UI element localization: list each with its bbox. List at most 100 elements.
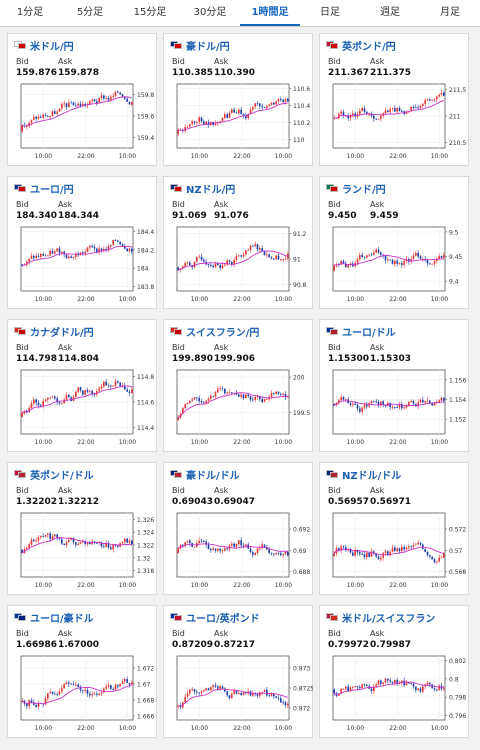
currency-card[interactable]: 英ポンド/円 Bid Ask 211.367 211.375 211.5 211 210.5 1… bbox=[319, 33, 469, 166]
y-tick-label: 0.57 bbox=[449, 548, 463, 555]
currency-card[interactable]: ユーロ/豪ドル Bid Ask 1.66986 1.67000 1.672 1.67 1.66… bbox=[7, 605, 157, 738]
bid-value: 0.87209 bbox=[172, 640, 213, 650]
bid-label: Bid bbox=[328, 57, 341, 66]
bid-value: 1.32202 bbox=[16, 497, 57, 507]
pair-name[interactable]: 米ドル/スイスフラン bbox=[342, 614, 436, 625]
ask-label: Ask bbox=[214, 343, 229, 352]
y-tick-label: 1.32 bbox=[137, 555, 151, 562]
y-tick-label: 1.318 bbox=[137, 568, 154, 575]
x-tick-label: 22:00 bbox=[389, 725, 406, 732]
currency-card[interactable]: カナダドル/円 Bid Ask 114.798 114.804 114.8 114.6 114… bbox=[7, 319, 157, 452]
price-chart: 110.6 110.4 110.2 110 10:00 22:00 10:00 bbox=[176, 83, 310, 160]
pair-name[interactable]: ユーロ/豪ドル bbox=[30, 614, 94, 625]
y-tick-label: 0.872 bbox=[293, 706, 310, 713]
pair-name[interactable]: 英ポンド/ドル bbox=[30, 471, 94, 482]
pair-name[interactable]: 米ドル/円 bbox=[30, 42, 74, 53]
flag-icon bbox=[14, 327, 26, 335]
ask-label: Ask bbox=[214, 57, 229, 66]
tab-6[interactable]: 日足 bbox=[320, 7, 340, 18]
x-tick-label: 10:00 bbox=[35, 153, 52, 160]
bid-value: 199.890 bbox=[172, 354, 213, 364]
x-tick-label: 10:00 bbox=[119, 582, 136, 589]
currency-card[interactable]: 豪ドル/ドル Bid Ask 0.69043 0.69047 0.692 0.69 0.688… bbox=[163, 462, 313, 595]
flag-icon bbox=[326, 327, 338, 335]
x-tick-label: 22:00 bbox=[233, 725, 250, 732]
y-tick-label: 211.5 bbox=[449, 87, 466, 94]
currency-card[interactable]: ユーロ/ドル Bid Ask 1.15300 1.15303 1.156 1.154 1.15… bbox=[319, 319, 469, 452]
y-tick-label: 159.4 bbox=[137, 135, 154, 142]
x-tick-label: 10:00 bbox=[347, 296, 364, 303]
ask-label: Ask bbox=[370, 200, 385, 209]
x-tick-label: 10:00 bbox=[431, 725, 448, 732]
y-tick-label: 9.4 bbox=[449, 279, 459, 286]
y-tick-label: 211 bbox=[449, 114, 461, 121]
price-chart: 159.8 159.6 159.4 10:00 22:00 10:00 bbox=[20, 83, 154, 160]
y-tick-label: 199.5 bbox=[293, 410, 310, 417]
x-tick-label: 10:00 bbox=[191, 296, 208, 303]
flag-icon bbox=[14, 184, 26, 192]
tab-3[interactable]: 15分足 bbox=[133, 7, 167, 18]
x-tick-label: 10:00 bbox=[119, 153, 136, 160]
price-chart: 9.5 9.45 9.4 10:00 22:00 10:00 bbox=[332, 226, 463, 303]
bid-label: Bid bbox=[172, 200, 185, 209]
y-tick-label: 184 bbox=[137, 266, 149, 273]
x-tick-label: 10:00 bbox=[35, 725, 52, 732]
x-tick-label: 10:00 bbox=[35, 296, 52, 303]
ask-value: 184.344 bbox=[58, 211, 99, 221]
pair-name[interactable]: 豪ドル/ドル bbox=[186, 471, 240, 482]
y-tick-label: 0.873 bbox=[293, 666, 310, 673]
pair-name[interactable]: ランド/円 bbox=[342, 185, 386, 196]
pair-name[interactable]: カナダドル/円 bbox=[30, 328, 94, 339]
y-tick-label: 91 bbox=[293, 257, 301, 264]
ask-value: 0.87217 bbox=[214, 640, 255, 650]
x-tick-label: 22:00 bbox=[77, 439, 94, 446]
x-tick-label: 10:00 bbox=[431, 439, 448, 446]
x-tick-label: 10:00 bbox=[35, 439, 52, 446]
currency-card[interactable]: ランド/円 Bid Ask 9.450 9.459 9.5 9.45 9.4 10:00 22:0… bbox=[319, 176, 469, 309]
x-tick-label: 10:00 bbox=[119, 439, 136, 446]
x-tick-label: 22:00 bbox=[233, 153, 250, 160]
ask-value: 91.076 bbox=[214, 211, 249, 221]
currency-card[interactable]: 米ドル/スイスフラン Bid Ask 0.79972 0.79987 0.802 0.8 0.… bbox=[319, 605, 469, 738]
y-tick-label: 200 bbox=[293, 375, 305, 382]
tab-8[interactable]: 月足 bbox=[440, 7, 460, 18]
y-tick-label: 114.4 bbox=[137, 425, 154, 432]
y-tick-label: 183.8 bbox=[137, 284, 154, 291]
bid-value: 114.798 bbox=[16, 354, 57, 364]
x-tick-label: 10:00 bbox=[347, 153, 364, 160]
ask-label: Ask bbox=[58, 629, 73, 638]
bid-label: Bid bbox=[16, 200, 29, 209]
bid-value: 9.450 bbox=[328, 211, 357, 221]
currency-card[interactable]: スイスフラン/円 Bid Ask 199.890 199.906 200 199.5 10:0… bbox=[163, 319, 313, 452]
pair-name[interactable]: NZドル/円 bbox=[186, 185, 236, 196]
pair-name[interactable]: ユーロ/英ポンド bbox=[186, 614, 260, 625]
ask-value: 0.56971 bbox=[370, 497, 411, 507]
currency-card[interactable]: ユーロ/円 Bid Ask 184.340 184.344 184.4 184.2 184 18… bbox=[7, 176, 157, 309]
currency-card[interactable]: NZドル/円 Bid Ask 91.069 91.076 91.2 91 90.8 10:00 2… bbox=[163, 176, 313, 309]
tab-1[interactable]: 1分足 bbox=[16, 7, 44, 18]
currency-card[interactable]: 米ドル/円 Bid Ask 159.876 159.878 159.8 159.6 159.4… bbox=[7, 33, 157, 166]
bid-value: 0.69043 bbox=[172, 497, 213, 507]
pair-name[interactable]: 英ポンド/円 bbox=[342, 42, 396, 53]
currency-card[interactable]: 豪ドル/円 Bid Ask 110.385 110.390 110.6 110.4 110.2… bbox=[163, 33, 313, 166]
pair-name[interactable]: ユーロ/ドル bbox=[342, 328, 396, 339]
x-tick-label: 22:00 bbox=[233, 296, 250, 303]
bid-label: Bid bbox=[172, 629, 185, 638]
pair-name[interactable]: NZドル/ドル bbox=[342, 471, 402, 482]
currency-card[interactable]: NZドル/ドル Bid Ask 0.56957 0.56971 0.572 0.57 0.56… bbox=[319, 462, 469, 595]
tab-2[interactable]: 5分足 bbox=[76, 7, 104, 18]
currency-card[interactable]: 英ポンド/ドル Bid Ask 1.32202 1.32212 1.326 1.324 1.3… bbox=[7, 462, 157, 595]
pair-name[interactable]: ユーロ/円 bbox=[30, 185, 74, 196]
currency-card[interactable]: ユーロ/英ポンド Bid Ask 0.87209 0.87217 0.873 0.8725 0… bbox=[163, 605, 313, 738]
bid-label: Bid bbox=[16, 486, 29, 495]
x-tick-label: 22:00 bbox=[233, 439, 250, 446]
tab-4[interactable]: 30分足 bbox=[193, 7, 227, 18]
tab-5[interactable]: 1時間足 bbox=[240, 0, 300, 26]
pair-name[interactable]: スイスフラン/円 bbox=[186, 328, 260, 339]
x-tick-label: 22:00 bbox=[77, 153, 94, 160]
pair-name[interactable]: 豪ドル/円 bbox=[186, 42, 230, 53]
y-tick-label: 1.666 bbox=[137, 714, 154, 721]
tab-7[interactable]: 週足 bbox=[380, 7, 400, 18]
